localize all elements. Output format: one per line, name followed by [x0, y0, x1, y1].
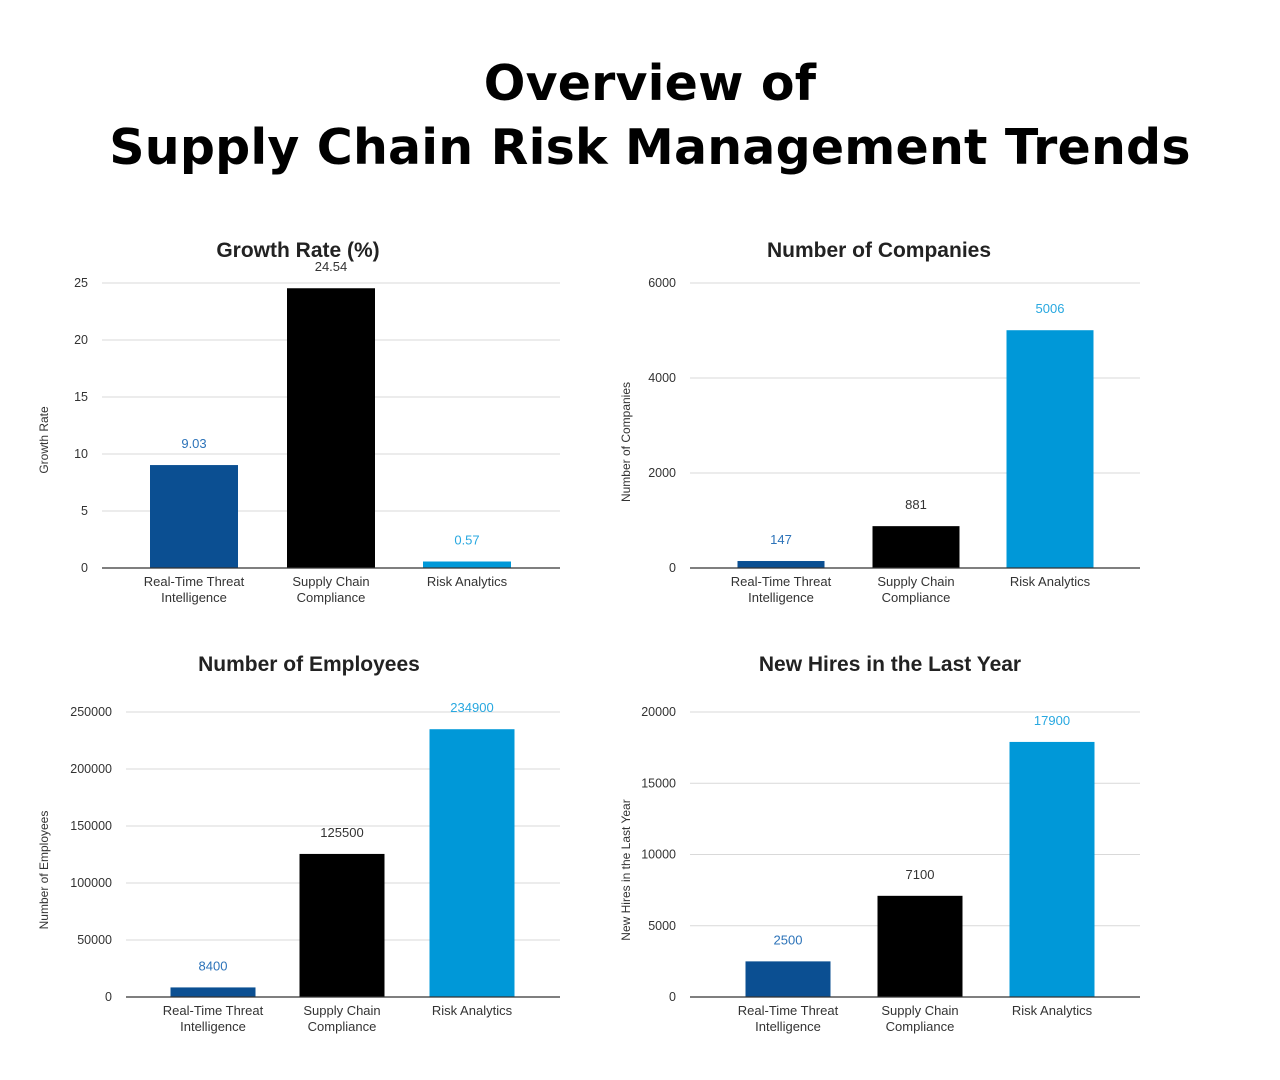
category-label: Real-Time Threat: [731, 574, 832, 589]
y-tick-label: 250000: [70, 705, 112, 719]
page-title-line-1: Overview of: [483, 55, 817, 112]
page-title-line-2: Supply Chain Risk Management Trends: [109, 119, 1191, 176]
category-label: Real-Time Threat: [144, 574, 245, 589]
new-hires-chart-svg: New Hires in the Last Year New Hires in t…: [619, 653, 1140, 1034]
category-label: Supply Chain: [292, 574, 369, 589]
data-label-supply-chain-compliance: 7100: [906, 867, 935, 882]
data-label-supply-chain-compliance: 24.54: [315, 259, 348, 274]
category-label: Risk Analytics: [432, 1003, 513, 1018]
bar-supply-chain-compliance: [299, 853, 385, 997]
y-tick-label: 6000: [648, 276, 676, 290]
category-label: Supply Chain: [303, 1003, 380, 1018]
bar-real-time-threat-intelligence: [737, 561, 825, 568]
bar-supply-chain-compliance: [872, 526, 960, 568]
category-label: Intelligence: [161, 590, 227, 605]
y-tick-label: 0: [105, 990, 112, 1004]
y-tick-label: 4000: [648, 371, 676, 385]
category-label: Compliance: [886, 1019, 955, 1034]
category-label: Risk Analytics: [1012, 1003, 1093, 1018]
number-of-employees-chart: Number of Employees Number of Employees 0 5…: [20, 645, 620, 1065]
y-tick-label: 200000: [70, 762, 112, 776]
growth-rate-chart: Growth Rate (%) Growth Rate 0 5 10 15 20 25 9.03…: [20, 230, 620, 650]
y-tick-label: 15000: [641, 776, 676, 790]
y-tick-label: 5: [81, 504, 88, 518]
category-label: Intelligence: [180, 1019, 246, 1034]
bar-supply-chain-compliance: [287, 288, 375, 568]
chart-title: New Hires in the Last Year: [759, 653, 1021, 676]
y-axis-title: Number of Employees: [37, 811, 51, 930]
data-label-risk-analytics: 234900: [450, 700, 493, 715]
y-tick-label: 20: [74, 333, 88, 347]
category-label: Supply Chain: [877, 574, 954, 589]
category-label: Risk Analytics: [427, 574, 508, 589]
data-label-real-time-threat-intelligence: 8400: [199, 958, 228, 973]
bar-risk-analytics: [423, 561, 511, 568]
category-label: Intelligence: [755, 1019, 821, 1034]
data-label-real-time-threat-intelligence: 2500: [774, 932, 803, 947]
y-tick-label: 10: [74, 447, 88, 461]
category-label: Risk Analytics: [1010, 574, 1091, 589]
y-tick-label: 0: [81, 561, 88, 575]
number-of-companies-chart: Number of Companies Number of Companies 0 2…: [600, 230, 1200, 650]
y-tick-label: 100000: [70, 876, 112, 890]
bar-supply-chain-compliance: [877, 895, 963, 997]
category-label: Real-Time Threat: [163, 1003, 264, 1018]
growth-rate-chart-svg: Growth Rate (%) Growth Rate 0 5 10 15 20 25 9.03…: [37, 239, 560, 605]
y-axis-title: Number of Companies: [619, 382, 633, 502]
bar-risk-analytics: [429, 729, 515, 997]
y-axis-title: New Hires in the Last Year: [619, 799, 633, 940]
category-label: Supply Chain: [881, 1003, 958, 1018]
bar-real-time-threat-intelligence: [150, 465, 238, 568]
y-tick-label: 15: [74, 390, 88, 404]
category-label: Compliance: [308, 1019, 377, 1034]
bar-risk-analytics: [1006, 330, 1094, 568]
bar-real-time-threat-intelligence: [170, 987, 256, 997]
number-of-employees-chart-svg: Number of Employees Number of Employees 0 5…: [37, 653, 560, 1034]
y-tick-label: 150000: [70, 819, 112, 833]
data-label-risk-analytics: 0.57: [454, 533, 479, 548]
chart-title: Number of Companies: [767, 239, 991, 262]
y-tick-label: 10000: [641, 848, 676, 862]
y-tick-label: 20000: [641, 705, 676, 719]
page-title: Overview of Supply Chain Risk Management…: [0, 52, 1280, 180]
y-tick-label: 2000: [648, 466, 676, 480]
data-label-supply-chain-compliance: 125500: [320, 825, 363, 840]
category-label: Compliance: [297, 590, 366, 605]
new-hires-chart: New Hires in the Last Year New Hires in t…: [600, 645, 1200, 1065]
data-label-risk-analytics: 17900: [1034, 713, 1070, 728]
y-tick-label: 25: [74, 276, 88, 290]
data-label-real-time-threat-intelligence: 147: [770, 532, 792, 547]
y-tick-label: 5000: [648, 919, 676, 933]
y-tick-label: 0: [669, 990, 676, 1004]
y-tick-label: 0: [669, 561, 676, 575]
data-label-supply-chain-compliance: 881: [905, 497, 927, 512]
chart-title: Growth Rate (%): [216, 239, 379, 262]
bar-real-time-threat-intelligence: [745, 961, 831, 997]
category-label: Compliance: [882, 590, 951, 605]
y-axis-title: Growth Rate: [37, 406, 51, 474]
data-label-risk-analytics: 5006: [1036, 301, 1065, 316]
category-label: Real-Time Threat: [738, 1003, 839, 1018]
chart-title: Number of Employees: [198, 653, 420, 676]
y-tick-label: 50000: [77, 933, 112, 947]
number-of-companies-chart-svg: Number of Companies Number of Companies 0 2…: [619, 239, 1140, 605]
bar-risk-analytics: [1009, 741, 1095, 997]
category-label: Intelligence: [748, 590, 814, 605]
data-label-real-time-threat-intelligence: 9.03: [181, 436, 206, 451]
